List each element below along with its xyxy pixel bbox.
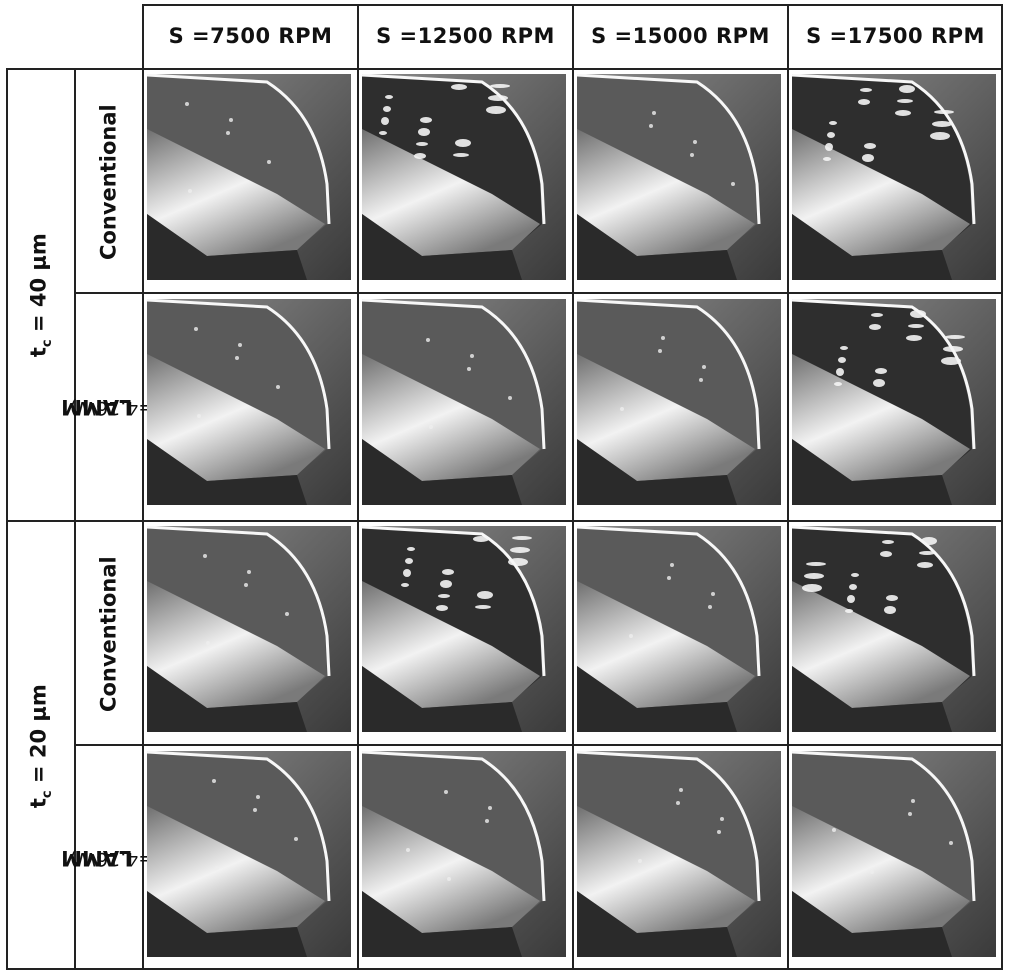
cutter-tool-micrograph <box>362 751 566 957</box>
cutter-tool-micrograph <box>792 299 996 505</box>
table-col-divider <box>787 4 789 970</box>
cutter-tool-micrograph <box>362 299 566 505</box>
row-label-lamm: LAMM (P=4.16W) <box>61 846 174 871</box>
table-col-divider <box>357 4 359 970</box>
cutter-tool-micrograph <box>577 74 781 280</box>
table-border-bottom <box>6 968 1003 970</box>
row-label-lamm: LAMM (P=4.16W) <box>61 395 174 420</box>
cutter-tool-micrograph <box>147 526 351 732</box>
cutter-tool-micrograph <box>792 526 996 732</box>
column-header-12500: S =12500 RPM <box>376 24 555 48</box>
table-col-divider <box>142 4 144 970</box>
table-col-divider <box>74 68 76 970</box>
cutter-tool-micrograph <box>577 299 781 505</box>
cutter-tool-micrograph <box>147 751 351 957</box>
cutter-tool-micrograph <box>147 74 351 280</box>
cutter-tool-micrograph <box>792 751 996 957</box>
table-row-divider <box>6 68 1003 70</box>
table-border-left <box>6 68 8 970</box>
cutter-tool-micrograph <box>362 526 566 732</box>
cutter-tool-micrograph <box>792 74 996 280</box>
column-header-7500: S =7500 RPM <box>168 24 333 48</box>
row-label-conventional: Conventional <box>96 104 121 260</box>
cutter-tool-micrograph <box>577 751 781 957</box>
group-label-20um: tc = 20 μm <box>26 684 55 808</box>
table-group-divider <box>6 520 1003 522</box>
group-label-40um: tc = 40 μm <box>26 233 55 357</box>
column-header-17500: S =17500 RPM <box>806 24 985 48</box>
cutter-tool-micrograph <box>577 526 781 732</box>
cutter-tool-micrograph <box>147 299 351 505</box>
table-border-right <box>1001 4 1003 970</box>
table-col-divider <box>572 4 574 970</box>
table-row-divider <box>74 744 1003 746</box>
row-label-conventional: Conventional <box>96 556 121 712</box>
micrograph-table <box>6 4 1003 970</box>
cutter-tool-micrograph <box>362 74 566 280</box>
table-row-divider <box>74 292 1003 294</box>
column-header-15000: S =15000 RPM <box>591 24 770 48</box>
